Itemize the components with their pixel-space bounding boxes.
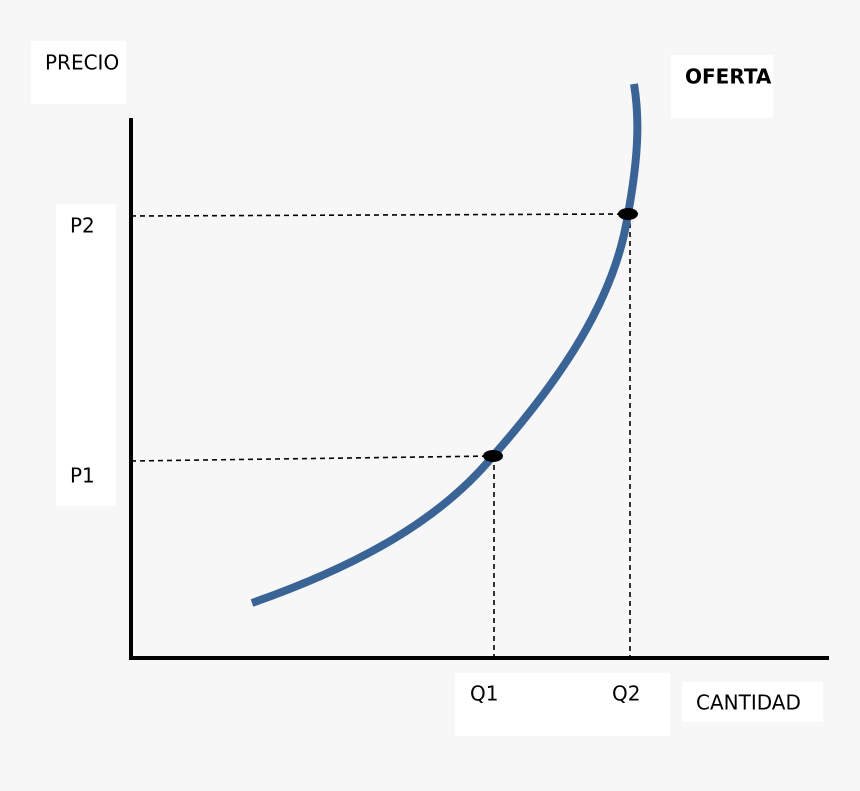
x-axis-label: CANTIDAD (696, 691, 801, 715)
label-box (455, 673, 670, 736)
supply-curve (250, 83, 642, 607)
p2-guide (130, 213, 629, 217)
guide-lines (130, 213, 631, 658)
y-axis-label: PRECIO (45, 51, 119, 75)
price-label: P2 (70, 214, 95, 238)
label-box (671, 55, 773, 118)
p1-guide (130, 455, 494, 462)
price-label: P1 (70, 464, 95, 488)
point (483, 450, 503, 462)
label-box (682, 682, 823, 722)
quantity-label: Q1 (470, 682, 498, 706)
label-box (56, 204, 116, 506)
label-box (31, 41, 126, 104)
curve-label: OFERTA (685, 65, 772, 89)
quantity-label: Q2 (612, 682, 640, 706)
point (618, 208, 638, 220)
